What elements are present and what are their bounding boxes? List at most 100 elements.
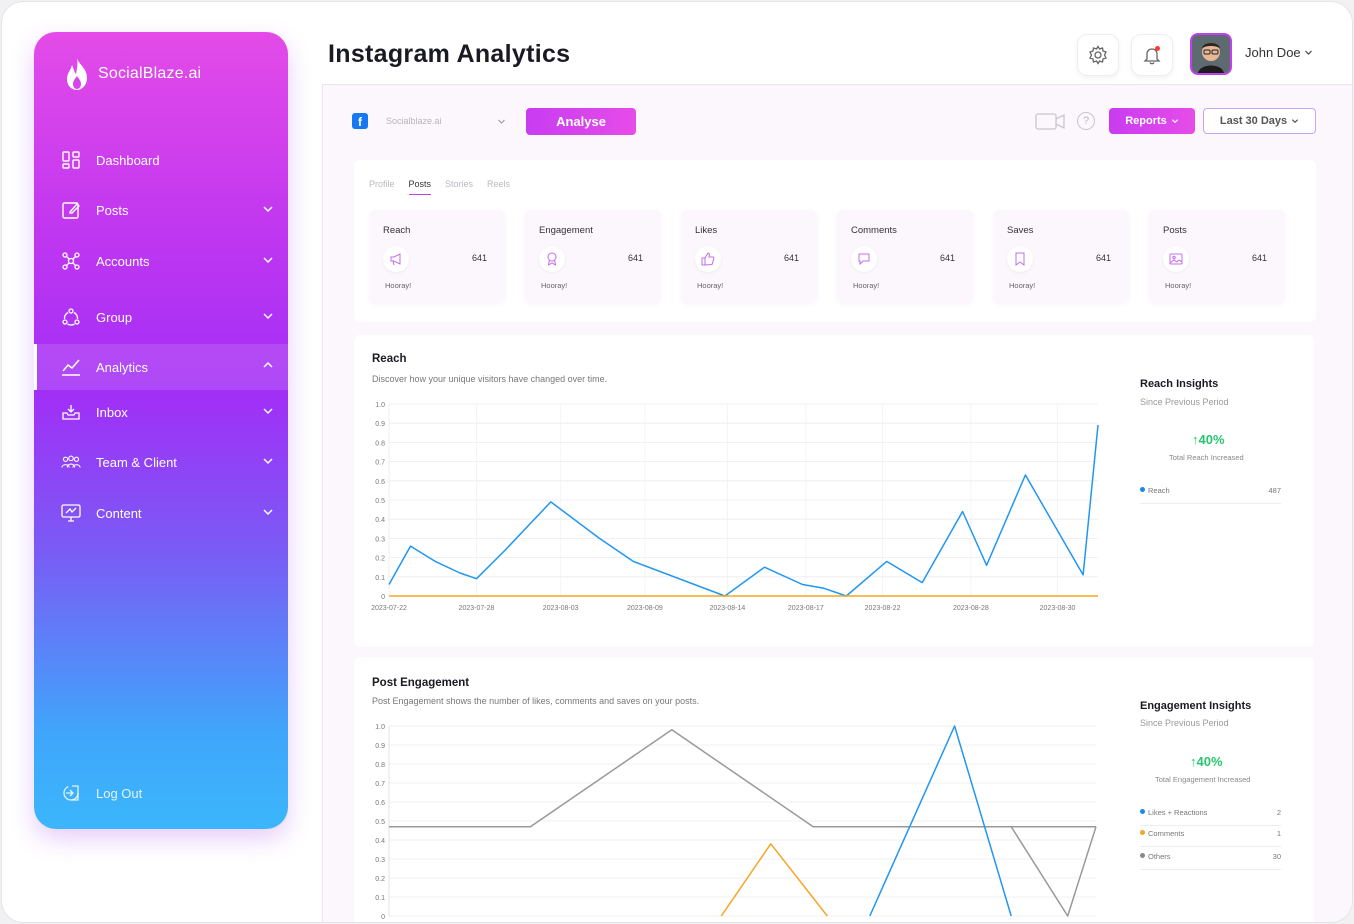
sidebar-item-posts[interactable]: Posts [34, 188, 288, 232]
y-tick-label: 0.4 [375, 517, 385, 524]
bell-icon [1143, 46, 1161, 65]
sidebar-item-label: Content [96, 505, 142, 521]
content-icon [61, 503, 81, 523]
engagement-chart: 0 0.1 0.2 0.3 0.4 0.5 0.6 0.7 0.8 0.9 1.0 [375, 724, 1097, 921]
sidebar-item-label: Team & Client [96, 454, 177, 470]
y-tick-label: 0.7 [375, 460, 385, 467]
date-range-select[interactable]: Last 30 Days [1203, 108, 1316, 134]
tab-reels[interactable]: Reels [487, 179, 511, 189]
stat-note: Hooray! [541, 281, 568, 290]
badge-icon [539, 246, 565, 272]
stat-label: Saves [1007, 225, 1034, 236]
y-tick-label: 0.3 [375, 536, 385, 543]
sidebar: SocialBlaze.ai Dashboard Posts Accounts [34, 32, 288, 829]
content-tabs: Profile Posts Stories Reels [369, 179, 524, 195]
series-line [1010, 826, 1097, 917]
avatar[interactable] [1190, 33, 1232, 75]
tab-profile[interactable]: Profile [369, 179, 395, 189]
sidebar-item-content[interactable]: Content [34, 491, 288, 535]
sidebar-item-label: Inbox [96, 404, 128, 420]
sidebar-item-analytics[interactable]: Analytics [34, 344, 288, 390]
stat-value: 641 [627, 253, 643, 263]
stat-card-posts[interactable]: Posts 641 Hooray! [1149, 210, 1285, 302]
stat-value: 641 [1095, 253, 1111, 263]
sidebar-item-group[interactable]: Group [34, 295, 288, 339]
flame-icon [67, 58, 87, 90]
reach-insights-title: Reach Insights [1140, 378, 1219, 390]
series-line [720, 843, 828, 917]
engagement-insights-note: Total Engagement Increased [1155, 775, 1251, 784]
legend-dot [1140, 487, 1145, 492]
chevron-down-icon [1292, 119, 1299, 124]
legend-value: 30 [1272, 852, 1281, 861]
x-tick-label: 2023-08-17 [788, 605, 824, 612]
stat-note: Hooray! [1165, 281, 1192, 290]
engagement-pct-value: 40% [1196, 754, 1223, 769]
stat-note: Hooray! [697, 281, 724, 290]
chevron-down-icon [498, 119, 505, 124]
comment-icon [851, 246, 877, 272]
stat-label: Reach [383, 225, 411, 236]
reach-title: Reach [372, 353, 407, 365]
sidebar-item-accounts[interactable]: Accounts [34, 239, 288, 283]
notifications-button[interactable] [1131, 34, 1173, 76]
reach-pct-value: 40% [1198, 432, 1225, 447]
reports-button[interactable]: Reports [1109, 108, 1195, 134]
legend-label: Others [1148, 852, 1171, 861]
edit-icon [61, 200, 81, 220]
stat-label: Posts [1163, 225, 1187, 236]
sidebar-item-label: Group [96, 309, 133, 325]
stat-value: 641 [939, 253, 955, 263]
megaphone-icon [383, 246, 409, 272]
y-tick-label: 0.2 [375, 556, 385, 563]
tab-stories[interactable]: Stories [445, 179, 474, 189]
legend-value: 1 [1276, 829, 1281, 838]
logout-button[interactable]: Log Out [34, 771, 288, 815]
brand-logo[interactable]: SocialBlaze.ai [62, 56, 201, 92]
y-tick-label: 0.6 [375, 800, 385, 807]
sidebar-item-label: Dashboard [96, 152, 160, 168]
sidebar-item-dashboard[interactable]: Dashboard [34, 138, 288, 182]
reach-insights-sub: Since Previous Period [1140, 397, 1229, 407]
stat-card-comments[interactable]: Comments 641 Hooray! [837, 210, 973, 302]
tab-posts[interactable]: Posts [408, 179, 432, 195]
user-name: John Doe [1245, 45, 1301, 60]
reach-insights-note: Total Reach Increased [1169, 453, 1244, 462]
stat-card-saves[interactable]: Saves 641 Hooray! [993, 210, 1129, 302]
reach-subtitle: Discover how your unique visitors have c… [372, 374, 608, 384]
reach-legend-row: Reach 487 [1140, 486, 1281, 504]
inbox-icon [61, 402, 81, 422]
engagement-insights-sub: Since Previous Period [1140, 718, 1229, 728]
group-icon [61, 307, 81, 327]
account-select-value: Socialblaze.ai [386, 116, 442, 126]
x-tick-label: 2023-08-22 [865, 605, 901, 612]
series-line [389, 729, 1096, 828]
brand-name: SocialBlaze.ai [98, 65, 202, 82]
stat-label: Likes [695, 225, 718, 236]
sidebar-item-inbox[interactable]: Inbox [34, 390, 288, 434]
stat-label: Comments [851, 225, 897, 236]
y-tick-label: 0.5 [375, 819, 385, 826]
stat-note: Hooray! [853, 281, 880, 290]
chevron-down-icon [263, 257, 273, 264]
chevron-down-icon [263, 458, 273, 465]
video-icon[interactable] [1035, 113, 1065, 130]
engagement-title: Post Engagement [372, 677, 470, 689]
chevron-down-icon [263, 509, 273, 516]
stat-card-engagement[interactable]: Engagement 641 Hooray! [525, 210, 661, 302]
reach-chart: 0 0.1 0.2 0.3 0.4 0.5 0.6 0.7 0.8 0.9 1.0 2023-07-2… [371, 402, 1099, 612]
reach-card [354, 335, 1314, 647]
engagement-insights-title: Engagement Insights [1140, 700, 1252, 712]
settings-button[interactable] [1077, 34, 1119, 76]
y-tick-label: 0.3 [375, 857, 385, 864]
user-menu[interactable]: John Doe [1245, 45, 1313, 60]
date-range-label: Last 30 Days [1219, 115, 1288, 127]
series-line [869, 725, 1012, 917]
stat-card-likes[interactable]: Likes 641 Hooray! [681, 210, 817, 302]
page-title: Instagram Analytics [328, 40, 571, 68]
account-select[interactable]: Socialblaze.ai [380, 108, 512, 134]
help-icon[interactable]: ? [1077, 112, 1095, 130]
sidebar-item-team-client[interactable]: Team & Client [34, 440, 288, 484]
stat-card-reach[interactable]: Reach 641 Hooray! [369, 210, 505, 302]
analyse-button[interactable]: Analyse [526, 108, 636, 135]
